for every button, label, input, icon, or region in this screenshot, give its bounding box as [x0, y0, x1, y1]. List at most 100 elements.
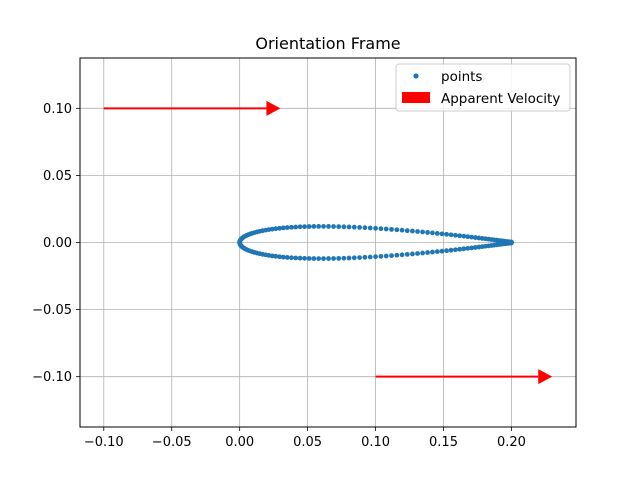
airfoil-point: [430, 230, 435, 236]
airfoil-point: [465, 234, 471, 240]
airfoil-point: [404, 251, 410, 257]
airfoil-point: [341, 255, 347, 261]
airfoil-point: [277, 225, 282, 231]
airfoil-point: [420, 229, 425, 235]
y-tick-label: −0.10: [32, 370, 72, 385]
y-tick-label: 0.10: [43, 102, 72, 117]
airfoil-point: [399, 252, 405, 258]
airfoil-point: [509, 240, 514, 246]
x-tick-label: 0.00: [225, 435, 254, 450]
x-tick-label: 0.05: [293, 435, 322, 450]
y-tick-label: 0.00: [43, 236, 72, 251]
x-tick-label: 0.10: [361, 435, 390, 450]
airfoil-point: [331, 256, 336, 261]
airfoil-point: [399, 227, 405, 233]
airfoil-point: [289, 224, 294, 230]
legend-points-marker: [413, 73, 419, 79]
airfoil-point: [461, 246, 467, 252]
airfoil-point: [430, 249, 435, 255]
airfoil-point: [336, 224, 342, 230]
airfoil-point: [321, 223, 326, 229]
y-tick-label: 0.05: [43, 169, 72, 184]
airfoil-point: [457, 246, 463, 252]
airfoil-point: [306, 256, 312, 261]
airfoil-point: [277, 254, 282, 260]
arrow-layer: [103, 100, 553, 385]
airfoil-point: [284, 255, 290, 260]
legend-velocity-label: Apparent Velocity: [441, 91, 560, 107]
airfoil-point: [311, 256, 317, 261]
arrow-head: [538, 369, 553, 385]
airfoil-point: [373, 254, 378, 260]
apparent-velocity-arrow: [375, 369, 553, 385]
airfoil-point: [378, 226, 384, 232]
airfoil-point: [367, 254, 373, 260]
airfoil-point: [306, 224, 312, 229]
airfoil-point: [383, 226, 389, 232]
airfoil-point: [383, 253, 389, 259]
airfoil-point: [346, 255, 352, 261]
airfoil-point: [420, 250, 425, 256]
airfoil-point: [444, 248, 449, 254]
airfoil-point: [410, 251, 415, 257]
airfoil-point: [302, 224, 307, 230]
airfoil-point: [367, 225, 373, 231]
airfoil-point: [465, 245, 471, 251]
airfoil-point: [269, 253, 275, 259]
airfoil-point: [289, 255, 294, 261]
airfoil-point: [404, 228, 410, 234]
airfoil-point: [394, 227, 400, 233]
airfoil-point: [311, 224, 317, 229]
tick-layer: −0.10 −0.05 0.00 0.05 0.10 0.15 0.20 0.10 0.05 0.…: [32, 102, 526, 450]
airfoil-point: [453, 232, 458, 238]
airfoil-point: [336, 255, 342, 261]
airfoil-point: [357, 255, 362, 260]
x-tick-label: −0.05: [152, 435, 192, 450]
airfoil-point: [389, 226, 394, 232]
chart-title: Orientation Frame: [255, 34, 400, 53]
airfoil-point: [415, 229, 420, 234]
airfoil-point: [472, 235, 478, 240]
legend-velocity-swatch: [402, 92, 430, 103]
airfoil-point: [284, 225, 290, 230]
airfoil-point: [331, 224, 336, 229]
legend-box: [395, 63, 571, 112]
airfoil-point: [280, 225, 286, 231]
airfoil-point: [302, 255, 307, 261]
data-layer: [237, 223, 514, 262]
airfoil-point: [444, 231, 449, 237]
airfoil-point: [321, 256, 326, 262]
airfoil-point: [448, 247, 454, 253]
airfoil-point: [457, 233, 463, 239]
airfoil-point: [357, 225, 362, 230]
x-tick-label: 0.20: [497, 435, 526, 450]
airfoil-point: [472, 245, 478, 250]
airfoil-point: [469, 245, 475, 251]
airfoil-point: [461, 233, 467, 239]
y-tick-label: −0.05: [32, 303, 72, 318]
airfoil-point: [425, 230, 430, 235]
airfoil-point: [273, 253, 279, 259]
airfoil-point: [434, 249, 440, 255]
airfoil-point: [453, 247, 458, 253]
airfoil-point: [280, 254, 286, 260]
airfoil-point: [373, 225, 378, 231]
airfoil-point: [269, 226, 275, 232]
airfoil-point: [297, 255, 303, 261]
airfoil-point: [341, 224, 347, 230]
airfoil-point: [362, 254, 368, 260]
airfoil-point: [415, 251, 420, 256]
airfoil-point: [316, 223, 322, 229]
airfoil-point: [293, 224, 299, 230]
airfoil-point: [326, 224, 331, 229]
airfoil-point: [469, 234, 475, 240]
x-tick-label: 0.15: [429, 435, 458, 450]
arrow-head: [266, 100, 281, 116]
airfoil-point: [351, 255, 357, 261]
airfoil-point: [293, 255, 299, 261]
airfoil-point: [316, 256, 322, 262]
airfoil-point: [378, 253, 384, 259]
airfoil-point: [389, 253, 394, 259]
